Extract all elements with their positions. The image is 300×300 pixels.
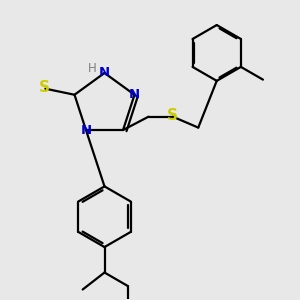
Text: N: N <box>99 67 110 80</box>
Text: S: S <box>167 108 178 123</box>
Text: S: S <box>39 80 50 95</box>
Text: N: N <box>80 124 92 136</box>
Text: N: N <box>129 88 140 101</box>
Text: H: H <box>88 61 97 75</box>
